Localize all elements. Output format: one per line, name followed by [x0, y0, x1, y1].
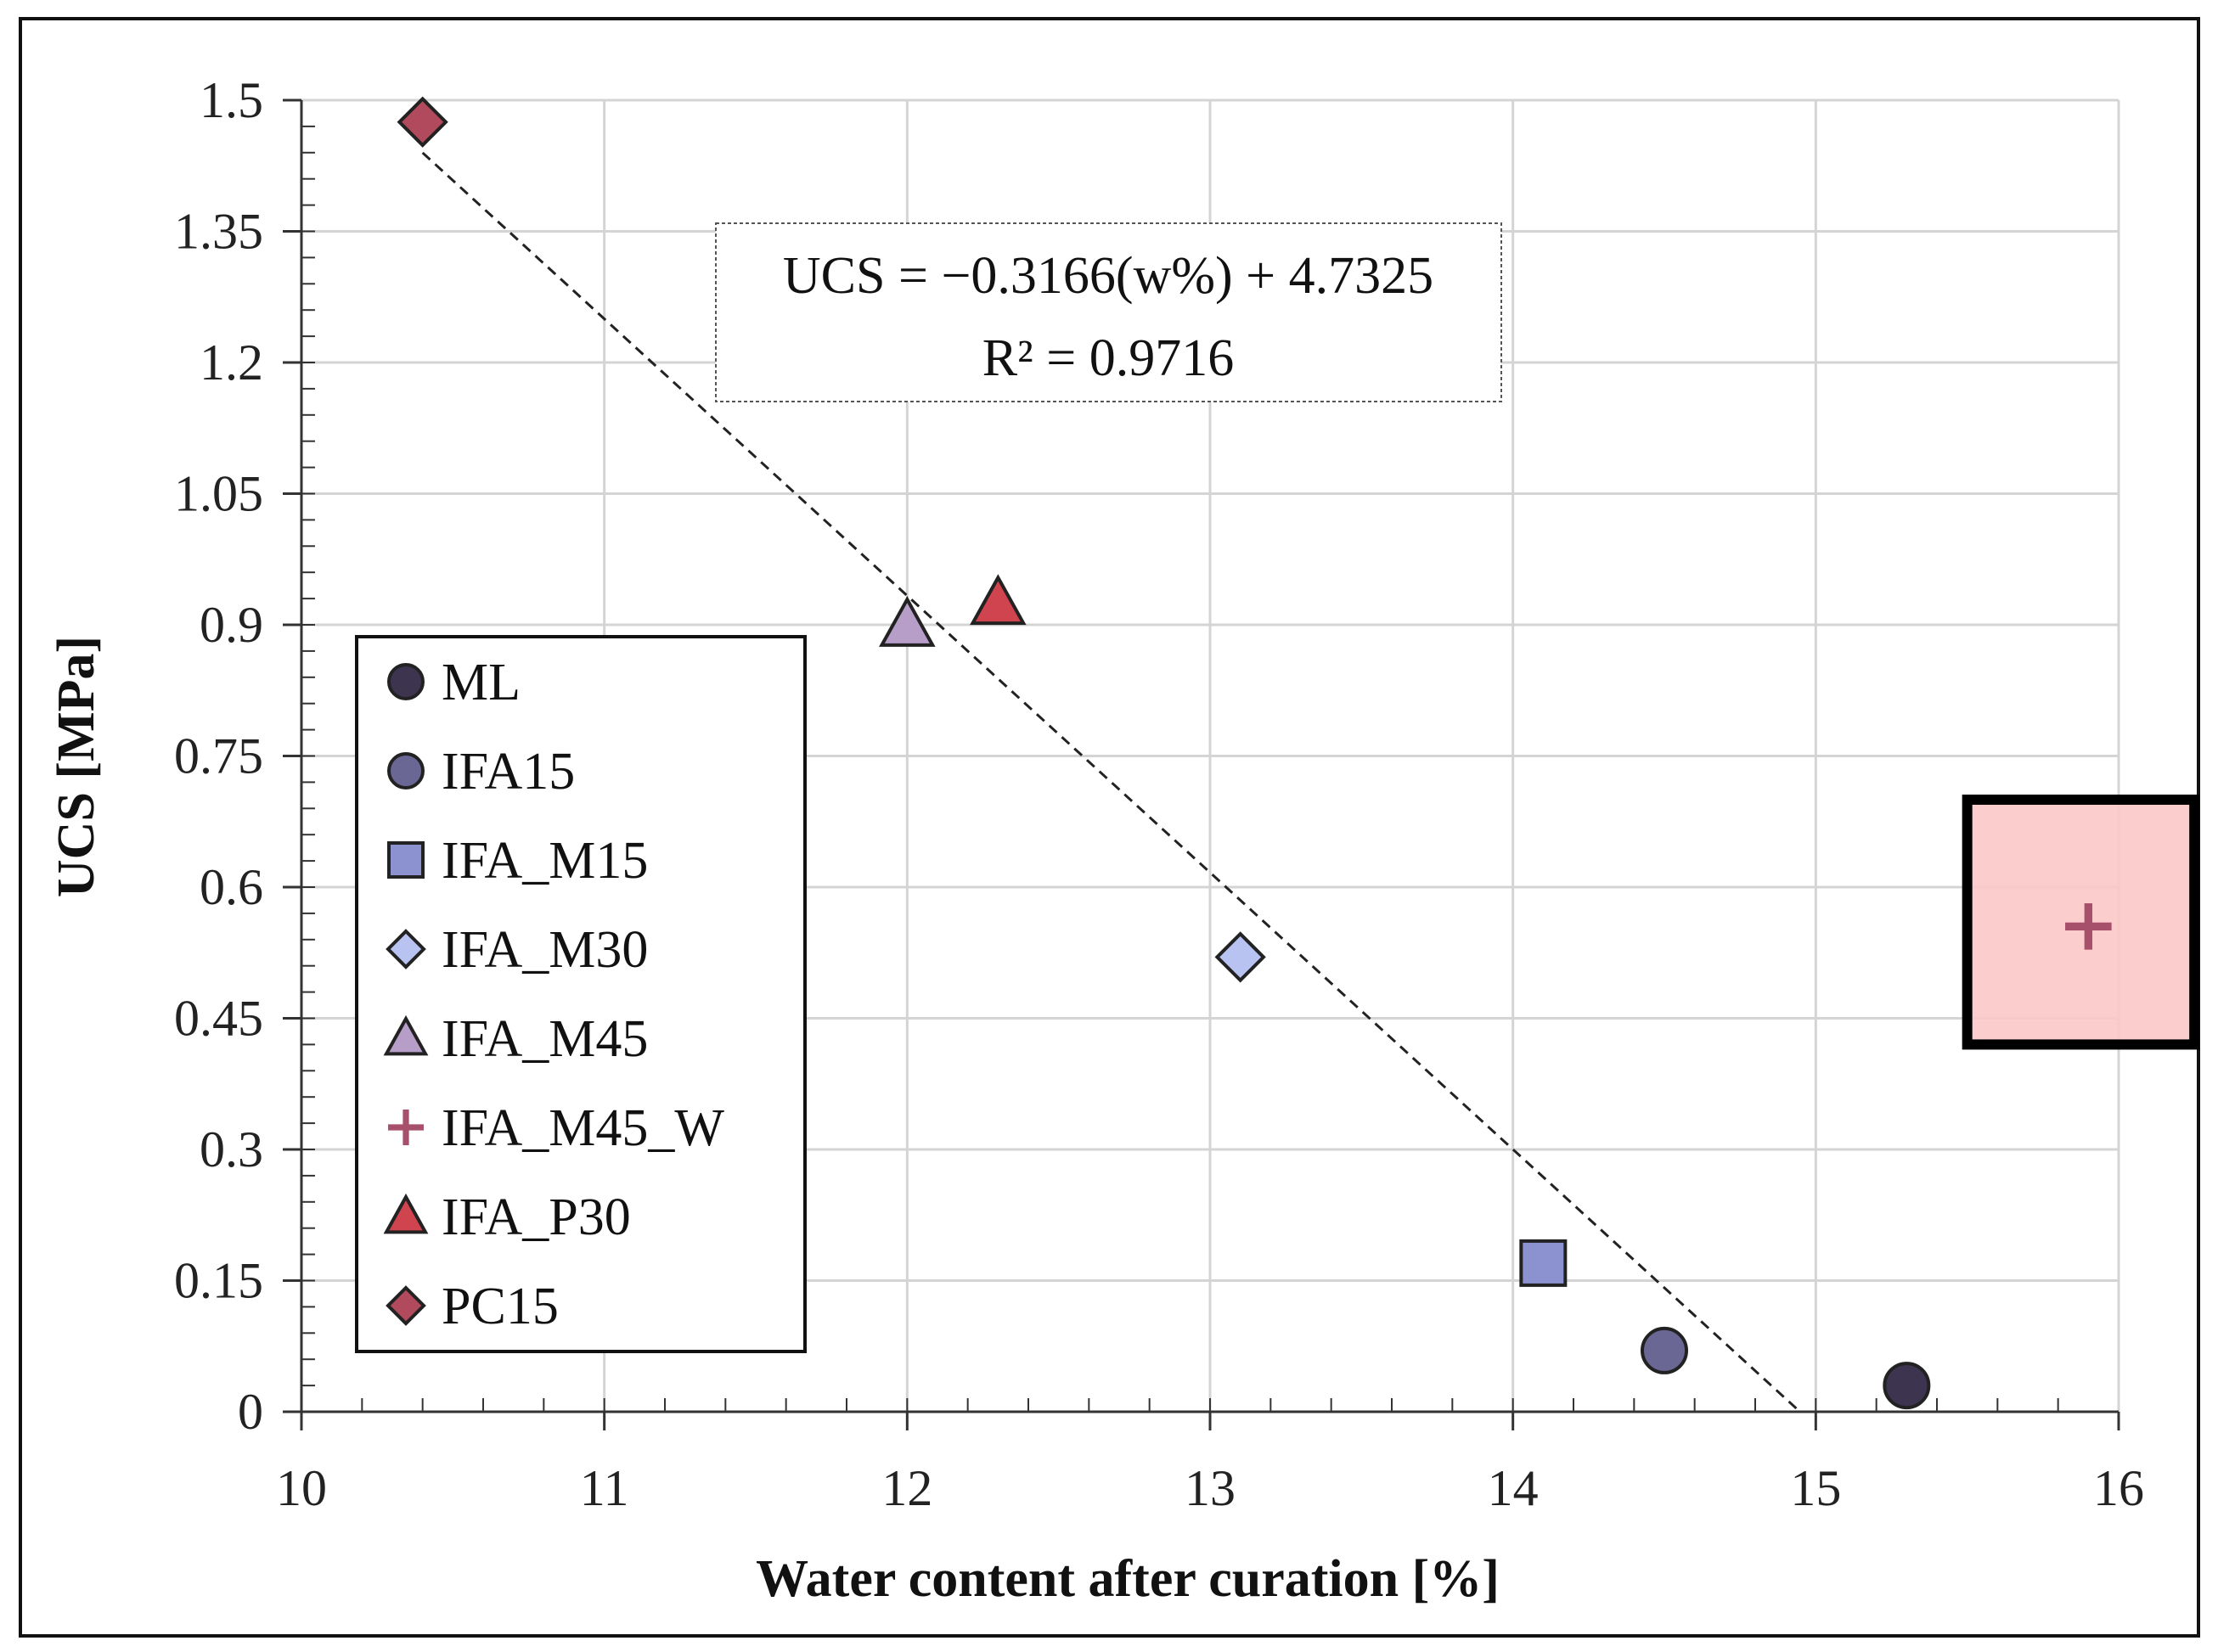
point-pc15: [397, 96, 448, 148]
highlight-box: [1962, 795, 2200, 1050]
x-tick-label: 16: [2093, 1460, 2144, 1516]
point-ifa-p30: [970, 574, 1027, 626]
legend-label: PC15: [442, 1278, 559, 1335]
data-points: [397, 96, 2112, 1410]
y-tick-label: 1.05: [174, 466, 263, 522]
y-tick-label: 1.35: [174, 204, 263, 260]
legend-marker: [386, 1285, 426, 1326]
legend-label: IFA_M45_W: [442, 1099, 724, 1157]
legend-frame: [355, 635, 807, 1353]
x-tick-label: 13: [1185, 1460, 1236, 1516]
y-tick-label: 1.5: [200, 72, 263, 128]
legend-label: IFA_P30: [442, 1188, 631, 1246]
point-ifa-m30: [1214, 931, 1266, 983]
legend-item-pc15: PC15: [386, 1278, 559, 1335]
highlight-box-layer: [1962, 795, 2200, 1050]
x-tick-label: 12: [881, 1460, 932, 1516]
y-tick-label: 1.2: [200, 334, 263, 391]
legend-marker: [388, 1110, 424, 1145]
x-tick-label: 14: [1488, 1460, 1539, 1516]
y-tick-label: 0.9: [200, 597, 263, 653]
y-tick-label: 0.3: [200, 1121, 263, 1177]
legend-marker: [387, 841, 425, 879]
legend-item-ifa-m15: IFA_M15: [387, 832, 648, 890]
r-squared-text: R² = 0.9716: [982, 329, 1234, 387]
x-tick-label: 10: [276, 1460, 327, 1516]
point-ifa-m45-w: [2065, 903, 2112, 950]
axes: 10 11 12 13 14 15 16 0 0.15 0.3 0.45 0.6 0.75 0.9 1.05…: [174, 72, 2144, 1516]
x-tick-label: 15: [1790, 1460, 1841, 1516]
legend-label: IFA_M45: [442, 1010, 648, 1068]
legend-label: IFA_M15: [442, 832, 648, 890]
legend-marker: [383, 1193, 429, 1234]
legend-marker: [383, 1014, 429, 1056]
x-tick-label: 11: [580, 1460, 629, 1516]
y-tick-label: 0.6: [200, 859, 263, 915]
legend-item-ml: ML: [387, 654, 521, 711]
legend-label: IFA_M30: [442, 921, 648, 979]
trendline-layer: [421, 151, 1802, 1413]
legend-marker: [386, 929, 426, 969]
y-tick-label: 0.15: [174, 1253, 263, 1309]
legend-item-ifa-m30: IFA_M30: [386, 921, 648, 979]
y-tick-label: 0.75: [174, 728, 263, 784]
trendline: [421, 151, 1802, 1413]
legend-item-ifa15: IFA15: [387, 743, 575, 801]
legend-label: IFA15: [442, 743, 575, 801]
point-ifa15: [1641, 1326, 1688, 1374]
y-tick-label: 0.45: [174, 991, 263, 1047]
x-axis-title: Water content after curation [%]: [756, 1550, 1500, 1608]
equation-box-frame: [715, 222, 1502, 402]
y-tick-label: 0: [238, 1384, 263, 1440]
plus-bar-v: [2084, 903, 2093, 950]
legend-marker: [387, 663, 425, 700]
equation-box: UCS = −0.3166(w%) + 4.7325 R² = 0.9716: [715, 222, 1502, 402]
legend: ML IFA15 IFA_M15 IFA_M30 IFA_M45 IFA_M45_W IFA…: [355, 635, 807, 1353]
equation-text: UCS = −0.3166(w%) + 4.7325: [783, 247, 1433, 305]
point-ifa-m45: [879, 595, 936, 647]
y-axis-title: UCS [MPa]: [48, 636, 105, 897]
legend-item-ifa-m45: IFA_M45: [383, 1010, 648, 1068]
legend-item-ifa-p30: IFA_P30: [383, 1188, 631, 1246]
plus-bar-v: [403, 1110, 409, 1145]
legend-item-ifa-m45-w: IFA_M45_W: [388, 1099, 724, 1157]
point-ml: [1883, 1362, 1931, 1410]
legend-label: ML: [442, 654, 521, 711]
point-ifa-m15: [1519, 1239, 1568, 1287]
legend-marker: [387, 752, 425, 789]
